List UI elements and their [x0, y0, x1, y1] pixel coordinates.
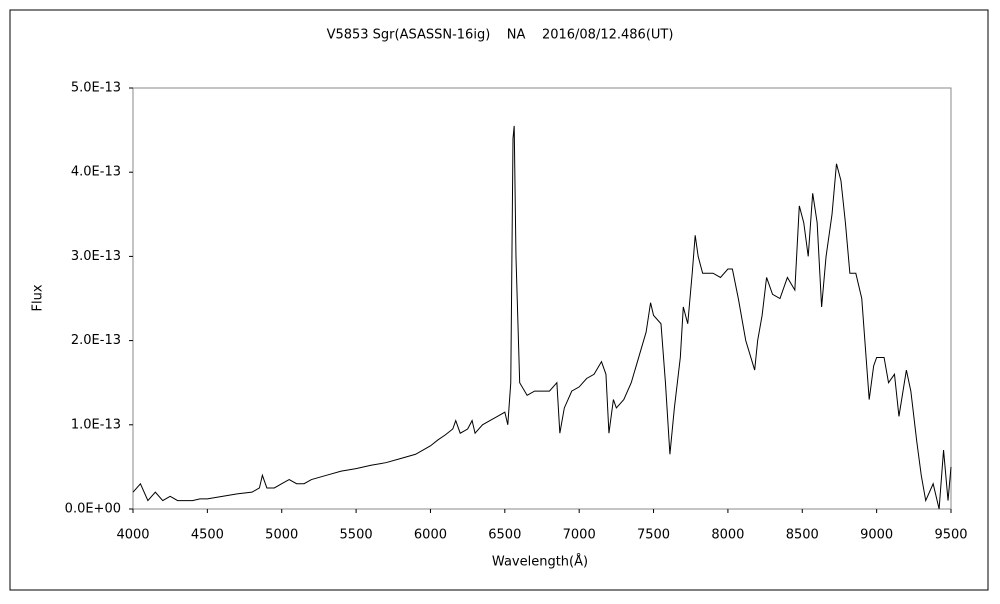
- x-tick-label: 4000: [116, 528, 149, 543]
- x-tick-label: 8500: [786, 528, 819, 543]
- y-tick-label: 3.0E-13: [71, 249, 121, 264]
- y-tick-label: 0.0E+00: [65, 502, 121, 517]
- x-tick-label: 6500: [488, 528, 521, 543]
- x-tick-label: 9500: [934, 528, 967, 543]
- y-axis-label: Flux: [31, 284, 46, 311]
- y-tick-label: 2.0E-13: [71, 333, 121, 348]
- y-tick-label: 4.0E-13: [71, 165, 121, 180]
- x-tick-label: 8000: [711, 528, 744, 543]
- x-tick-label: 4500: [191, 528, 224, 543]
- x-tick-label: 9000: [860, 528, 893, 543]
- y-tick-label: 1.0E-13: [71, 417, 121, 432]
- x-tick-label: 6000: [414, 528, 447, 543]
- x-tick-label: 7500: [637, 528, 670, 543]
- chart-title: V5853 Sgr(ASASSN-16ig) NA 2016/08/12.486…: [327, 28, 674, 43]
- x-axis-label: Wavelength(Å): [492, 554, 588, 570]
- x-tick-label: 5500: [340, 528, 373, 543]
- spectrum-line: [132, 125, 952, 510]
- x-tick-label: 5000: [265, 528, 298, 543]
- chart-frame: [9, 9, 989, 591]
- x-tick-label: 7000: [563, 528, 596, 543]
- y-tick-label: 5.0E-13: [71, 81, 121, 96]
- plot-frame: [132, 87, 952, 510]
